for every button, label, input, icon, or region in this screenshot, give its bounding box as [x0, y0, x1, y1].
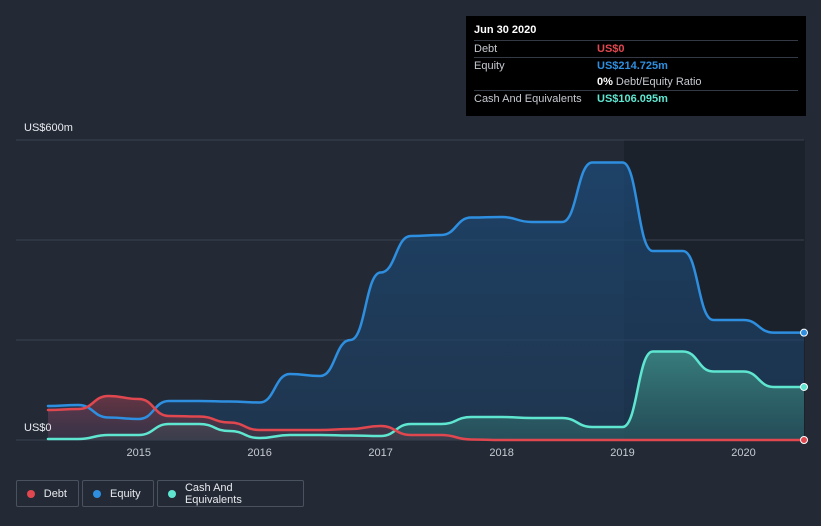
y-axis-top-label: US$600m — [24, 122, 73, 134]
x-tick-label: 2020 — [731, 447, 756, 459]
tooltip-ratio-value: 0% — [597, 76, 613, 88]
equity-area — [48, 162, 804, 440]
tooltip-debt-label: Debt — [474, 43, 498, 55]
equity-end-point — [800, 328, 808, 337]
cash-dot-icon — [168, 489, 176, 498]
equity-line — [46, 161, 806, 421]
tooltip-equity-value: US$214.725m — [597, 60, 668, 72]
x-tick-label: 2017 — [368, 447, 393, 459]
legend-label-cash: Cash And Equivalents — [184, 481, 242, 506]
equity-dot-icon — [93, 489, 101, 498]
tooltip-cash-row: Cash And Equivalents US$106.095m — [474, 90, 798, 107]
y-axis-bottom-label: US$0 — [24, 422, 52, 434]
debt-area — [48, 396, 804, 440]
x-tick-label: 2016 — [247, 447, 272, 459]
x-tick-label: 2015 — [126, 447, 151, 459]
cash-line — [46, 350, 806, 441]
tooltip-ratio-row: 0% Debt/Equity Ratio — [474, 74, 798, 90]
legend-label-debt: Debt — [43, 487, 67, 500]
debt-end-point — [800, 436, 808, 444]
x-tick-label: 2018 — [489, 447, 514, 459]
tooltip-cash-value: US$106.095m — [597, 93, 668, 105]
data-tooltip: Jun 30 2020 Debt US$0 Equity US$214.725m… — [466, 16, 806, 116]
legend-item-cash[interactable]: Cash And Equivalents — [157, 480, 304, 507]
tooltip-cash-label: Cash And Equivalents — [474, 93, 582, 105]
legend-item-debt[interactable]: Debt — [16, 480, 79, 507]
tooltip-equity-row: Equity US$214.725m — [474, 57, 798, 74]
tooltip-debt-value: US$0 — [597, 43, 625, 55]
tooltip-ratio-label: Debt/Equity Ratio — [615, 76, 702, 88]
tooltip-debt-row: Debt US$0 — [474, 40, 798, 57]
cash-area — [48, 351, 804, 440]
cash-end-point — [800, 382, 808, 391]
x-tick-label: 2019 — [610, 447, 635, 459]
tooltip-equity-label: Equity — [474, 60, 505, 72]
debt-dot-icon — [27, 489, 35, 498]
legend-item-equity[interactable]: Equity — [82, 480, 154, 507]
legend-label-equity: Equity — [110, 487, 141, 500]
debt-line — [46, 394, 806, 442]
chart-legend: Debt Equity Cash And Equivalents — [16, 480, 307, 507]
tooltip-date: Jun 30 2020 — [474, 24, 537, 36]
